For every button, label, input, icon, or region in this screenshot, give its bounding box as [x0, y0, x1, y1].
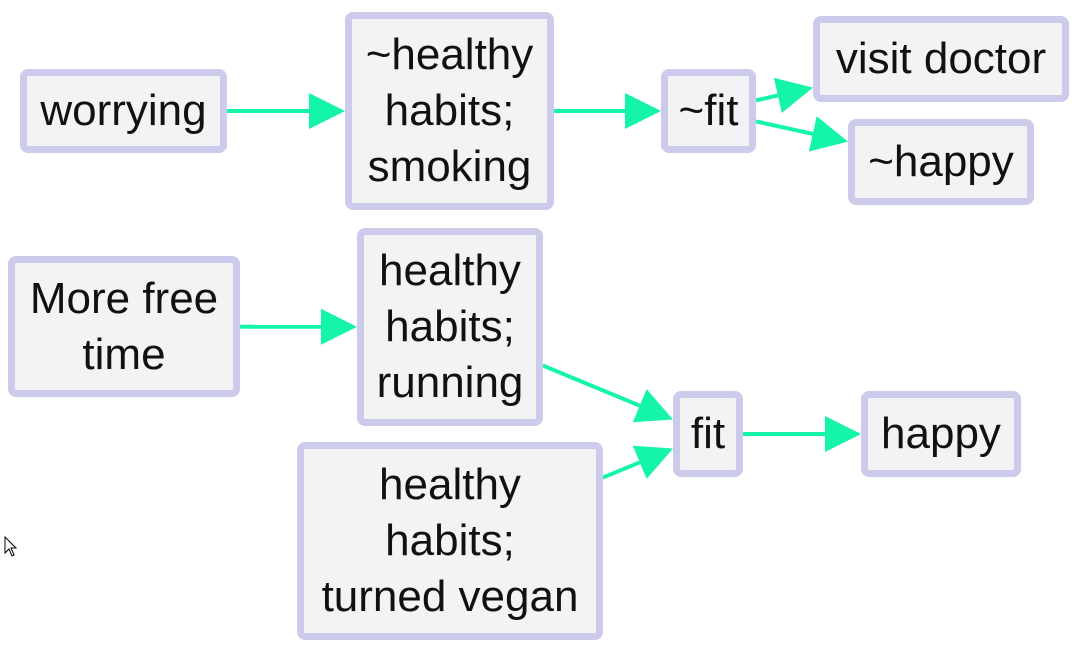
node-label: ~healthy habits; smoking — [366, 27, 534, 195]
node-label-line: habits; — [385, 302, 515, 351]
node-fit[interactable]: fit — [673, 391, 743, 477]
node-label-line: worrying — [40, 86, 207, 135]
node-label-line: habits; — [384, 86, 515, 135]
arrowhead-not_fit-to-visit_doctor — [773, 77, 813, 114]
node-label: fit — [691, 406, 725, 462]
edge-not_fit-to-not_happy — [755, 119, 814, 136]
arrowhead-healthy_vegan-to-fit — [632, 445, 673, 479]
edge-healthy_vegan-to-fit — [602, 460, 641, 480]
node-visit-doctor[interactable]: visit doctor — [813, 16, 1069, 102]
arrowhead-healthy_running-to-fit — [632, 389, 673, 423]
edge-not_fit-to-visit_doctor — [755, 93, 779, 103]
edge-healthy_running-to-fit — [542, 363, 641, 408]
node-label: happy — [881, 406, 1001, 462]
node-label: More free time — [30, 271, 218, 383]
arrowhead-not_healthy_smoking-to-not_fit — [625, 93, 661, 129]
node-label-line: habits; — [385, 516, 515, 565]
node-not-happy[interactable]: ~happy — [848, 119, 1034, 205]
node-not-healthy-habits-smoking[interactable]: ~healthy habits; smoking — [345, 12, 554, 210]
node-label-line: ~happy — [868, 137, 1014, 186]
node-healthy-habits-turned-vegan[interactable]: healthy habits; turned vegan — [297, 442, 603, 640]
node-label-line: time — [82, 329, 166, 379]
node-label-line: visit doctor — [835, 34, 1047, 83]
arrowhead-worrying-to-not_healthy_smoking — [309, 93, 345, 129]
node-label-line: ~healthy — [365, 30, 534, 79]
node-label: ~fit — [679, 83, 739, 139]
node-not-fit[interactable]: ~fit — [661, 69, 756, 153]
node-label-line: ~fit — [678, 86, 739, 135]
node-label: ~happy — [868, 134, 1014, 190]
node-label-line: smoking — [367, 142, 532, 191]
node-healthy-habits-running[interactable]: healthy habits; running — [357, 228, 543, 426]
node-label: healthy habits; turned vegan — [322, 457, 579, 625]
node-label-line: turned vegan — [321, 572, 579, 621]
node-label: visit doctor — [836, 31, 1046, 87]
node-label-line: happy — [881, 409, 1001, 458]
node-label-line: fit — [690, 409, 726, 458]
node-label-line: healthy — [379, 460, 521, 509]
arrowhead-not_fit-to-not_happy — [808, 116, 848, 152]
node-label: healthy habits; running — [377, 243, 524, 411]
node-label-line: running — [376, 358, 524, 407]
node-more-free-time[interactable]: More free time — [8, 256, 240, 397]
node-worrying[interactable]: worrying — [20, 69, 227, 153]
arrowhead-fit-to-happy — [825, 416, 861, 452]
arrowhead-more_free_time-to-healthy_running — [320, 308, 357, 345]
mouse-pointer-icon — [4, 536, 18, 557]
node-label: worrying — [40, 83, 206, 139]
node-label-line: healthy — [379, 246, 521, 295]
node-happy[interactable]: happy — [861, 391, 1021, 477]
node-label-line: More free — [29, 273, 219, 323]
